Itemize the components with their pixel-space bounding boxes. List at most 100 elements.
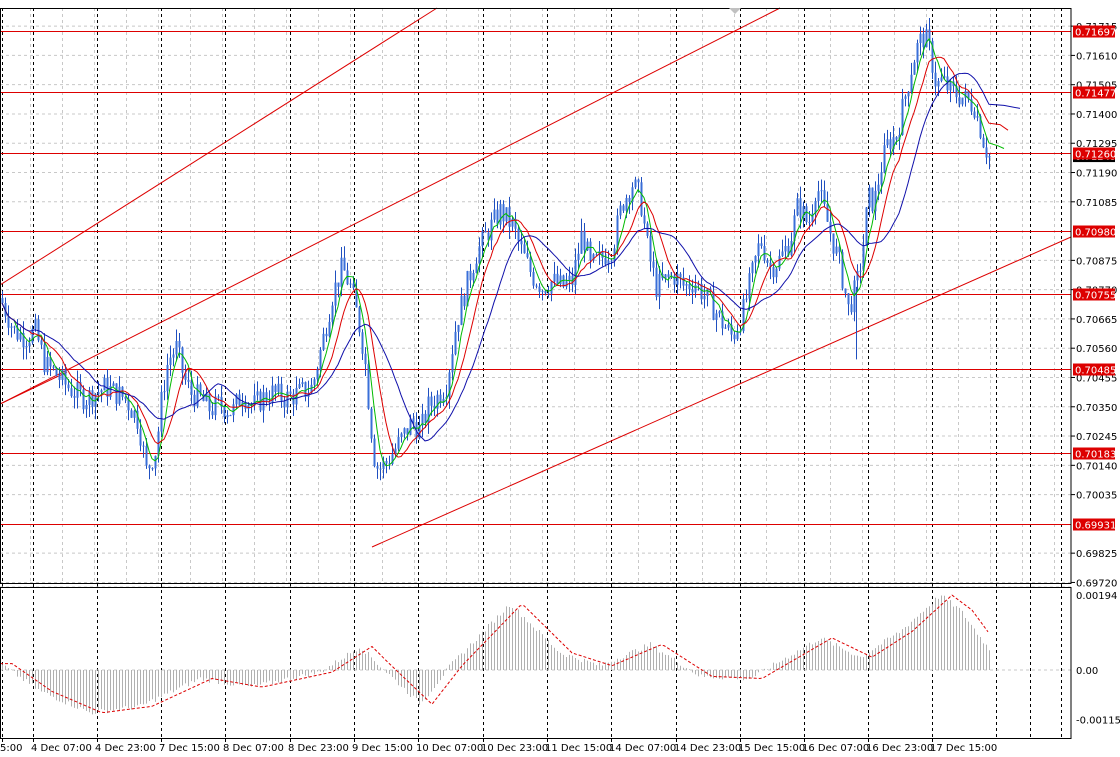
axes — [0, 8, 1072, 739]
candle-body — [310, 384, 313, 393]
candle-body — [532, 272, 535, 286]
level-label: 0.70755 — [1075, 291, 1116, 302]
candle-body — [736, 332, 739, 340]
candle-body — [835, 246, 838, 254]
moving-average-5 — [1, 37, 1005, 467]
trend-channel-lines — [0, 7, 1072, 548]
level-label-box — [1073, 288, 1115, 301]
indicator-tick-label: 0.00 — [1076, 666, 1098, 677]
candle-body — [820, 190, 823, 192]
candle-body — [940, 77, 943, 81]
candle-body — [838, 246, 841, 253]
x-tick-label: 8 Dec 07:00 — [223, 743, 284, 754]
candle-body — [52, 366, 55, 368]
candle-body — [274, 385, 277, 392]
candle-body — [568, 275, 571, 282]
candle-body — [760, 243, 763, 247]
candle-body — [340, 257, 343, 287]
level-label-box — [1073, 518, 1115, 531]
candle-body — [529, 257, 532, 273]
candle-body — [886, 139, 889, 146]
candle-body — [439, 394, 442, 404]
candle-body — [832, 233, 835, 254]
candle-body — [328, 321, 331, 337]
candle-body — [985, 147, 988, 158]
candle-body — [700, 283, 703, 300]
candle-body — [88, 390, 91, 405]
x-tick-label: 15 Dec 15:00 — [738, 743, 805, 754]
level-label-box — [1073, 363, 1115, 376]
candle-body — [34, 319, 37, 329]
candle-body — [904, 96, 907, 99]
candle-body — [28, 342, 31, 347]
candle-body — [499, 204, 502, 225]
x-tick-label: 11 Dec 15:00 — [545, 743, 612, 754]
candle-body — [427, 396, 430, 423]
candle-body — [844, 288, 847, 294]
candle-body — [880, 172, 883, 185]
candle-body — [106, 377, 109, 398]
candle-body — [964, 91, 967, 98]
y-tick-label: 0.70035 — [1076, 491, 1117, 502]
moving-average-20 — [1, 72, 1021, 442]
candle-body — [667, 274, 670, 278]
candle-body — [418, 425, 421, 439]
candle-body — [475, 263, 478, 273]
candle-body — [643, 215, 646, 224]
candle-body — [523, 244, 526, 254]
candle-body — [664, 274, 667, 279]
candle-body — [859, 270, 862, 272]
candle-body — [826, 203, 829, 222]
candle-body — [625, 197, 628, 211]
x-tick-label: 8 Dec 23:00 — [288, 743, 349, 754]
candle-body — [46, 356, 49, 373]
candle-body — [301, 382, 304, 385]
candle-body — [346, 270, 349, 285]
candle-body — [712, 291, 715, 320]
candle-body — [367, 364, 370, 409]
candle-body — [778, 255, 781, 269]
candle-body — [181, 347, 184, 373]
candle-body — [187, 379, 190, 382]
y-tick-label: 0.71610 — [1076, 51, 1117, 62]
candle-body — [781, 251, 784, 256]
level-label: 0.71477 — [1075, 89, 1116, 100]
candle-body — [766, 260, 769, 263]
candle-body — [811, 213, 814, 223]
candle-body — [925, 29, 928, 48]
candle-body — [70, 388, 73, 397]
candle-body — [616, 215, 619, 249]
candle-body — [433, 405, 436, 409]
candle-body — [316, 369, 319, 380]
candle-body — [565, 281, 568, 287]
candle-body — [199, 384, 202, 394]
candle-body — [604, 257, 607, 265]
candle-body — [118, 386, 121, 404]
y-tick-label: 0.71400 — [1076, 110, 1117, 121]
candle-body — [943, 76, 946, 78]
candle-body — [196, 384, 199, 407]
candle-body — [217, 396, 220, 398]
candle-body — [40, 340, 43, 345]
candle-body — [430, 396, 433, 406]
candle-body — [169, 357, 172, 365]
y-tick-label: 0.70455 — [1076, 373, 1117, 384]
x-axis-ticks: 5:00 4 Dec 07:00 4 Dec 23:00 7 Dec 15:00 8 D… — [0, 738, 997, 754]
candle-body — [829, 221, 832, 234]
y-tick-label: 0.70245 — [1076, 432, 1117, 443]
level-label-box — [1073, 447, 1115, 460]
candle-body — [91, 390, 94, 407]
candle-body — [277, 383, 280, 392]
candle-body — [877, 184, 880, 191]
candle-body — [109, 386, 112, 398]
candle-body — [622, 205, 625, 211]
candle-body — [697, 283, 700, 286]
candle-body — [463, 295, 466, 307]
candle-body — [526, 253, 529, 258]
candle-body — [907, 91, 910, 97]
candle-body — [946, 76, 949, 91]
candle-body — [226, 415, 229, 418]
candle-body — [955, 86, 958, 98]
candle-body — [517, 228, 520, 241]
